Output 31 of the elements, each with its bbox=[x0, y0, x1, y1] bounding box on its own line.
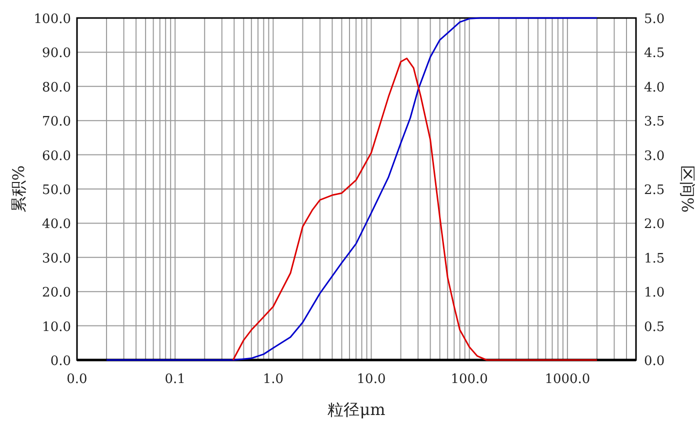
y2-axis-title: 区间% bbox=[678, 165, 697, 213]
y2-tick-label: 1.5 bbox=[644, 251, 665, 266]
y2-tick-label: 2.0 bbox=[644, 217, 665, 232]
x-tick-label: 1.0 bbox=[262, 372, 284, 387]
y-tick-label: 100.0 bbox=[34, 12, 71, 27]
x-tick-label: 10.0 bbox=[356, 372, 386, 387]
x-tick-label: 0.0 bbox=[66, 372, 88, 387]
y2-tick-label: 2.5 bbox=[644, 183, 665, 198]
y-tick-label: 10.0 bbox=[42, 320, 71, 335]
x-tick-label: 0.1 bbox=[164, 372, 186, 387]
y-tick-label: 40.0 bbox=[42, 217, 71, 232]
y2-tick-label: 4.0 bbox=[644, 80, 665, 96]
y2-tick-label: 0.0 bbox=[644, 354, 665, 369]
y2-tick-label: 0.5 bbox=[644, 320, 665, 335]
x-tick-label: 1000.0 bbox=[544, 372, 590, 387]
y-tick-label: 80.0 bbox=[42, 80, 71, 96]
y-tick-label: 0.0 bbox=[50, 354, 71, 369]
y2-tick-label: 5.0 bbox=[644, 12, 665, 27]
y-tick-label: 60.0 bbox=[42, 148, 71, 164]
y2-tick-label: 4.5 bbox=[644, 46, 665, 62]
y2-tick-label: 3.0 bbox=[644, 148, 665, 164]
y-axis-title: 累积% bbox=[9, 165, 28, 213]
y-tick-label: 30.0 bbox=[42, 251, 71, 266]
y-tick-label: 20.0 bbox=[42, 286, 71, 301]
y2-tick-label: 1.0 bbox=[644, 286, 665, 301]
y-tick-label: 90.0 bbox=[42, 46, 71, 62]
y-tick-label: 70.0 bbox=[42, 114, 71, 130]
y2-tick-label: 3.5 bbox=[644, 114, 665, 130]
x-axis-title: 粒径μm bbox=[328, 400, 386, 419]
y-tick-label: 50.0 bbox=[42, 183, 71, 198]
x-tick-label: 100.0 bbox=[450, 372, 488, 387]
